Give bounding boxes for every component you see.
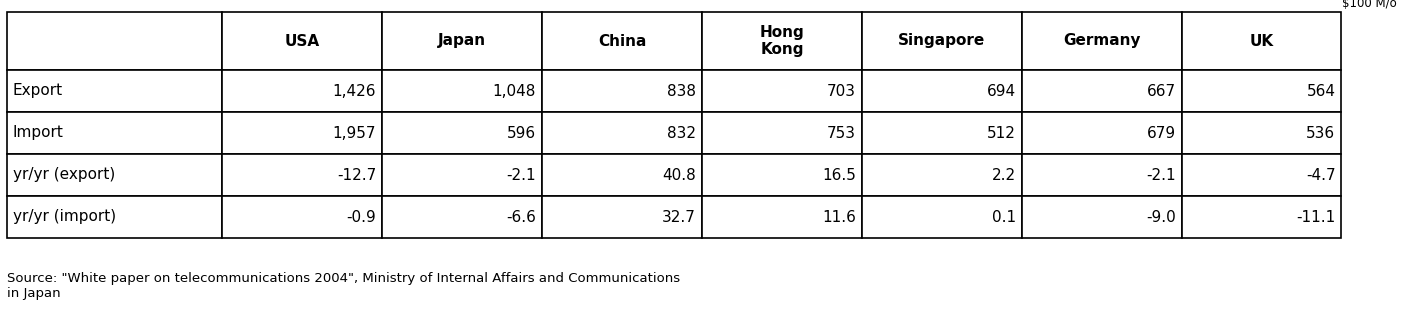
Bar <box>1022 112 1182 154</box>
Bar <box>1182 12 1341 70</box>
Bar <box>7 196 222 238</box>
Text: 838: 838 <box>667 84 696 99</box>
Text: 0.1: 0.1 <box>991 209 1015 224</box>
Bar <box>1022 196 1182 238</box>
Text: 667: 667 <box>1147 84 1175 99</box>
Text: -0.9: -0.9 <box>347 209 376 224</box>
Bar <box>862 112 1022 154</box>
Bar <box>382 70 542 112</box>
Text: yr/yr (export): yr/yr (export) <box>13 168 115 183</box>
Bar <box>702 154 862 196</box>
Bar <box>382 196 542 238</box>
Bar <box>222 70 382 112</box>
Bar <box>222 112 382 154</box>
Text: 694: 694 <box>987 84 1015 99</box>
Text: 536: 536 <box>1306 125 1335 140</box>
Text: 703: 703 <box>827 84 856 99</box>
Bar <box>702 196 862 238</box>
Bar <box>382 12 542 70</box>
Text: 40.8: 40.8 <box>663 168 696 183</box>
Text: 1,048: 1,048 <box>493 84 536 99</box>
Text: 679: 679 <box>1147 125 1175 140</box>
Text: 564: 564 <box>1306 84 1335 99</box>
Text: USA: USA <box>285 34 320 48</box>
Text: 1,426: 1,426 <box>333 84 376 99</box>
Text: 1,957: 1,957 <box>333 125 376 140</box>
Bar <box>7 154 222 196</box>
Bar <box>542 196 702 238</box>
Text: -6.6: -6.6 <box>507 209 536 224</box>
Text: 11.6: 11.6 <box>821 209 856 224</box>
Bar <box>382 154 542 196</box>
Text: Source: "White paper on telecommunications 2004", Ministry of Internal Affairs a: Source: "White paper on telecommunicatio… <box>7 272 680 300</box>
Bar <box>222 154 382 196</box>
Bar <box>1182 112 1341 154</box>
Text: UK: UK <box>1250 34 1273 48</box>
Bar <box>222 196 382 238</box>
Bar <box>862 70 1022 112</box>
Text: 16.5: 16.5 <box>821 168 856 183</box>
Text: 32.7: 32.7 <box>663 209 696 224</box>
Bar <box>222 12 382 70</box>
Text: Japan: Japan <box>438 34 486 48</box>
Bar <box>542 12 702 70</box>
Bar <box>1182 70 1341 112</box>
Text: -2.1: -2.1 <box>1146 168 1175 183</box>
Text: China: China <box>598 34 646 48</box>
Text: 596: 596 <box>507 125 536 140</box>
Text: -4.7: -4.7 <box>1306 168 1335 183</box>
Bar <box>1182 154 1341 196</box>
Bar <box>542 154 702 196</box>
Bar <box>702 112 862 154</box>
Bar <box>862 154 1022 196</box>
Text: 2.2: 2.2 <box>991 168 1015 183</box>
Bar <box>382 112 542 154</box>
Bar <box>7 70 222 112</box>
Bar <box>542 70 702 112</box>
Bar <box>862 196 1022 238</box>
Text: -2.1: -2.1 <box>507 168 536 183</box>
Text: 832: 832 <box>667 125 696 140</box>
Bar <box>862 12 1022 70</box>
Bar <box>1182 196 1341 238</box>
Bar <box>702 70 862 112</box>
Text: Singapore: Singapore <box>899 34 986 48</box>
Text: -12.7: -12.7 <box>337 168 376 183</box>
Text: Import: Import <box>13 125 63 140</box>
Text: 512: 512 <box>987 125 1015 140</box>
Text: Germany: Germany <box>1063 34 1140 48</box>
Bar <box>1022 154 1182 196</box>
Bar <box>7 112 222 154</box>
Text: 753: 753 <box>827 125 856 140</box>
Text: -11.1: -11.1 <box>1296 209 1335 224</box>
Text: $100 M/o: $100 M/o <box>1342 0 1397 10</box>
Text: Hong
Kong: Hong Kong <box>760 25 804 57</box>
Bar <box>702 12 862 70</box>
Text: Export: Export <box>13 84 63 99</box>
Bar <box>7 12 222 70</box>
Bar <box>1022 12 1182 70</box>
Bar <box>1022 70 1182 112</box>
Bar <box>542 112 702 154</box>
Text: -9.0: -9.0 <box>1146 209 1175 224</box>
Text: yr/yr (import): yr/yr (import) <box>13 209 117 224</box>
